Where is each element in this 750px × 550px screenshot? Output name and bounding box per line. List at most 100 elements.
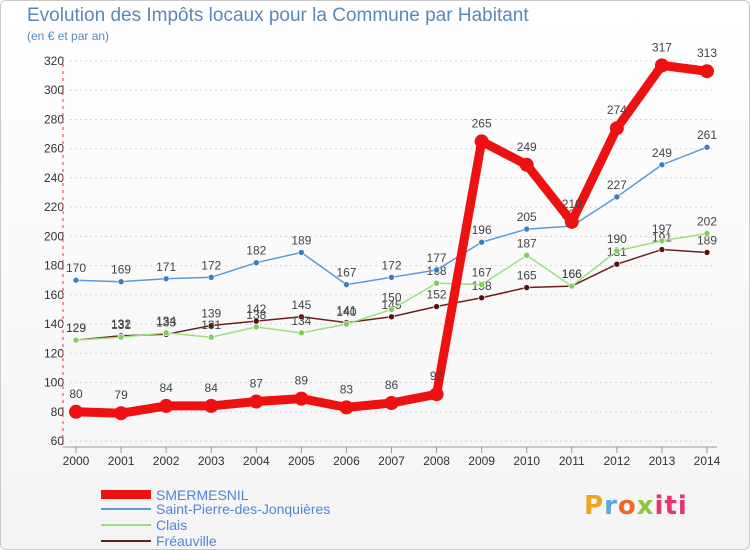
x-tick-label: 2001	[108, 454, 135, 468]
data-point-saint-pierre-des-jonqui-res	[433, 266, 440, 274]
legend-item-saint-pierre: Saint-Pierre-des-Jonquières	[101, 501, 401, 517]
data-label-clais: 150	[381, 290, 401, 304]
data-label-saint-pierre-des-jonqui-res: 172	[381, 258, 401, 272]
legend-swatch-saint-pierre	[101, 508, 151, 510]
data-label-smermesnil: 80	[69, 387, 83, 401]
data-point-clais	[658, 237, 666, 245]
data-label-fr-auville: 145	[381, 298, 401, 312]
data-label-fr-auville: 145	[291, 298, 311, 312]
chart-subtitle: (en € et par an)	[27, 29, 110, 43]
data-point-smermesnil	[114, 406, 129, 421]
data-point-fr-auville	[207, 322, 215, 329]
data-point-smermesnil	[384, 396, 399, 410]
data-label-smermesnil: 84	[159, 381, 173, 395]
legend-swatch-freauville	[101, 540, 151, 542]
data-label-fr-auville: 129	[66, 321, 86, 335]
data-label-saint-pierre-des-jonqui-res: 249	[652, 146, 672, 160]
data-label-clais: 197	[652, 222, 672, 236]
data-point-smermesnil	[204, 398, 219, 413]
data-label-smermesnil: 317	[652, 40, 672, 54]
data-point-saint-pierre-des-jonqui-res	[478, 238, 485, 246]
data-point-saint-pierre-des-jonqui-res	[523, 225, 531, 233]
data-point-saint-pierre-des-jonqui-res	[72, 276, 80, 284]
proxiti-logo: Proxiti	[584, 491, 688, 521]
data-point-smermesnil	[700, 64, 714, 79]
data-label-clais: 134	[156, 314, 176, 328]
data-point-clais	[568, 282, 576, 290]
x-tick-label: 2004	[243, 454, 270, 468]
data-label-saint-pierre-des-jonqui-res: 167	[336, 266, 356, 280]
data-label-clais: 140	[336, 305, 356, 319]
y-tick-label: 160	[44, 288, 64, 302]
data-point-smermesnil	[609, 121, 624, 136]
x-tick-label: 2000	[63, 454, 90, 468]
legend-label-saint-pierre: Saint-Pierre-des-Jonquières	[156, 501, 331, 517]
data-label-saint-pierre-des-jonqui-res: 205	[517, 210, 537, 224]
data-point-fr-auville	[658, 246, 666, 253]
data-label-clais: 166	[562, 267, 582, 281]
data-point-fr-auville	[298, 313, 305, 321]
data-label-smermesnil: 274	[607, 103, 627, 117]
data-label-clais: 187	[517, 236, 537, 250]
chart-title: Evolution des Impôts locaux pour la Comm…	[27, 5, 529, 26]
data-label-smermesnil: 313	[697, 46, 717, 60]
data-point-clais	[117, 333, 125, 341]
legend-label-clais: Clais	[156, 517, 188, 533]
y-tick-label: 280	[44, 112, 64, 126]
y-tick-label: 100	[44, 376, 64, 390]
x-tick-label: 2014	[694, 454, 721, 468]
data-point-smermesnil	[429, 387, 444, 402]
data-point-clais	[613, 247, 621, 255]
y-tick-label: 220	[44, 200, 64, 214]
data-point-smermesnil	[339, 400, 354, 415]
data-label-fr-auville: 133	[156, 315, 176, 329]
legend-item-clais: Clais	[101, 517, 401, 533]
data-label-saint-pierre-des-jonqui-res: 182	[246, 244, 266, 258]
data-point-saint-pierre-des-jonqui-res	[388, 274, 395, 281]
data-label-fr-auville: 152	[427, 288, 447, 302]
data-point-clais	[433, 279, 440, 287]
x-tick-label: 2009	[468, 454, 495, 468]
data-point-smermesnil	[564, 214, 579, 229]
data-label-fr-auville: 139	[201, 307, 221, 321]
data-label-clais: 131	[201, 318, 221, 332]
legend-label-freauville: Fréauville	[156, 533, 217, 549]
data-label-saint-pierre-des-jonqui-res: 171	[156, 260, 176, 274]
y-tick-label: 120	[44, 346, 64, 360]
y-tick-label: 260	[44, 142, 64, 156]
data-point-saint-pierre-des-jonqui-res	[298, 249, 305, 256]
x-tick-label: 2010	[513, 454, 540, 468]
y-tick-label: 180	[44, 259, 64, 273]
data-point-smermesnil	[474, 134, 489, 149]
legend-swatch-smermesnil	[101, 490, 151, 499]
data-point-saint-pierre-des-jonqui-res	[613, 193, 621, 201]
data-label-clais: 134	[291, 314, 311, 328]
data-point-fr-auville	[433, 303, 440, 310]
legend-item-freauville: Fréauville	[101, 533, 401, 549]
data-label-saint-pierre-des-jonqui-res: 170	[66, 261, 86, 275]
x-tick-label: 2006	[333, 454, 360, 468]
data-point-clais	[72, 336, 80, 344]
y-tick-label: 320	[44, 54, 64, 68]
data-point-smermesnil	[294, 391, 309, 406]
data-point-fr-auville	[613, 260, 621, 268]
x-tick-label: 2008	[423, 454, 450, 468]
data-label-saint-pierre-des-jonqui-res: 177	[427, 251, 447, 265]
data-point-saint-pierre-des-jonqui-res	[117, 278, 125, 285]
data-label-clais: 167	[472, 266, 492, 280]
data-label-saint-pierre-des-jonqui-res: 169	[111, 263, 131, 277]
data-point-clais	[252, 323, 260, 331]
data-label-fr-auville: 189	[697, 233, 717, 247]
data-point-fr-auville	[703, 249, 711, 256]
data-label-saint-pierre-des-jonqui-res: 196	[472, 223, 492, 237]
y-tick-label: 200	[44, 229, 64, 243]
data-label-clais: 202	[697, 214, 717, 228]
data-label-smermesnil: 89	[295, 374, 309, 388]
legend-item-smermesnil: SMERMESNIL	[101, 487, 401, 503]
x-tick-label: 2005	[288, 454, 315, 468]
data-point-saint-pierre-des-jonqui-res	[162, 275, 170, 283]
data-label-saint-pierre-des-jonqui-res: 227	[607, 178, 627, 192]
data-label-smermesnil: 87	[250, 377, 264, 391]
